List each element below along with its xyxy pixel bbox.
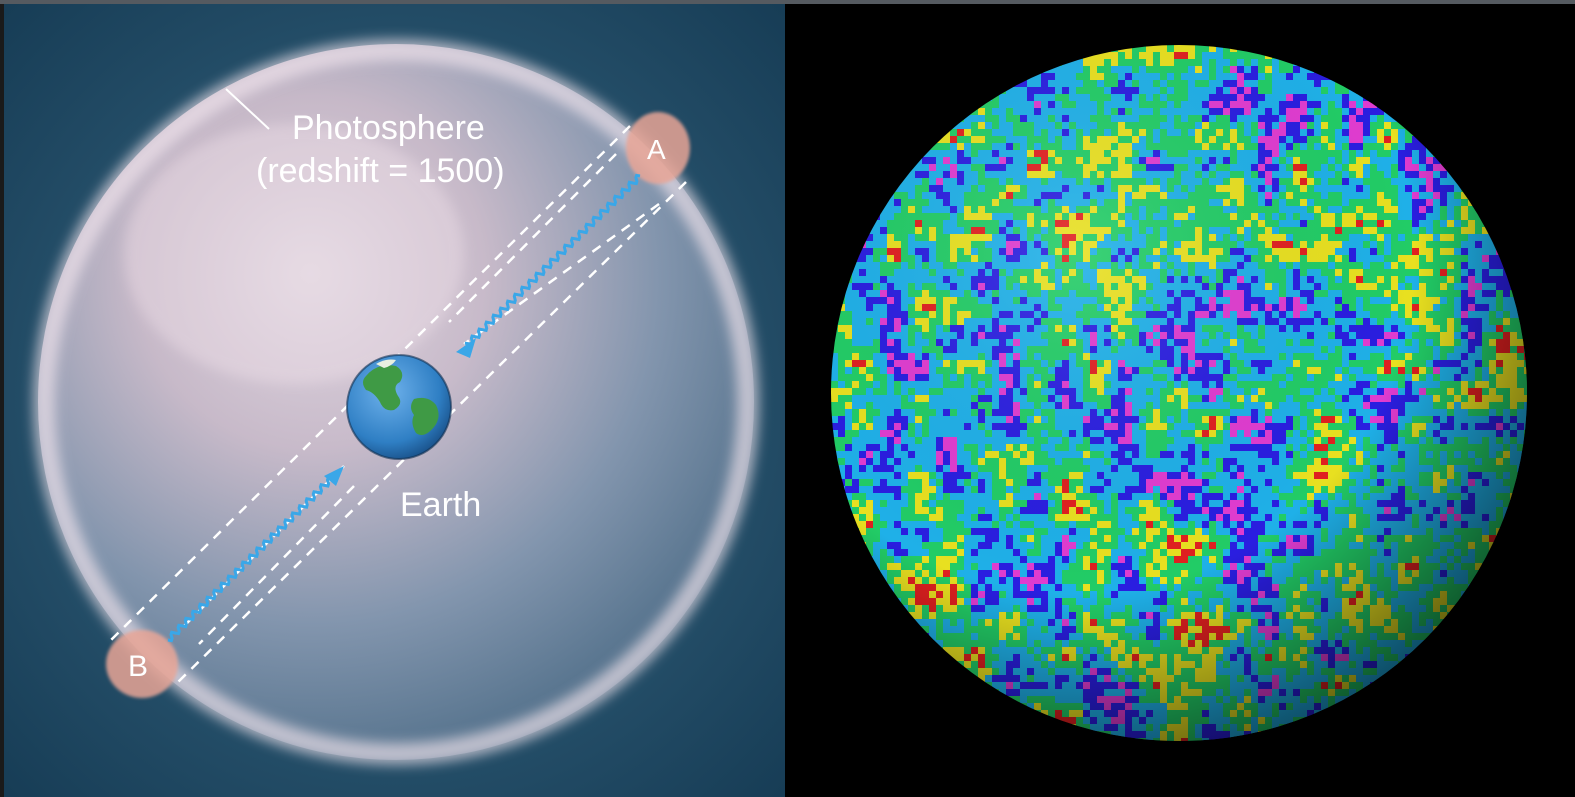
top-border — [0, 0, 1575, 4]
photosphere-label: Photosphere — [292, 109, 485, 147]
arrow-head-b — [324, 466, 344, 486]
arrow-head-a — [456, 338, 476, 358]
point-b-blob — [106, 630, 178, 698]
cmb-sphere-map — [785, 4, 1575, 797]
earth-icon — [346, 354, 452, 460]
cmb-map-panel — [785, 4, 1575, 797]
photosphere-diagram: Photosphere (redshift = 1500) Earth A B — [4, 4, 785, 797]
photon-wave-icon — [167, 472, 338, 643]
redshift-label: (redshift = 1500) — [256, 152, 505, 190]
photon-wave-icon — [464, 173, 641, 347]
photosphere-diagram-panel: Photosphere (redshift = 1500) Earth A B — [4, 4, 785, 797]
photosphere-rim — [33, 39, 759, 765]
sphere-shading — [831, 45, 1527, 741]
photosphere-pointer — [225, 88, 270, 130]
point-a-label: A — [647, 134, 666, 165]
point-b-label: B — [128, 650, 148, 683]
shell-highlight — [124, 124, 464, 384]
earth-label: Earth — [400, 486, 481, 524]
point-a-blob — [626, 112, 690, 184]
